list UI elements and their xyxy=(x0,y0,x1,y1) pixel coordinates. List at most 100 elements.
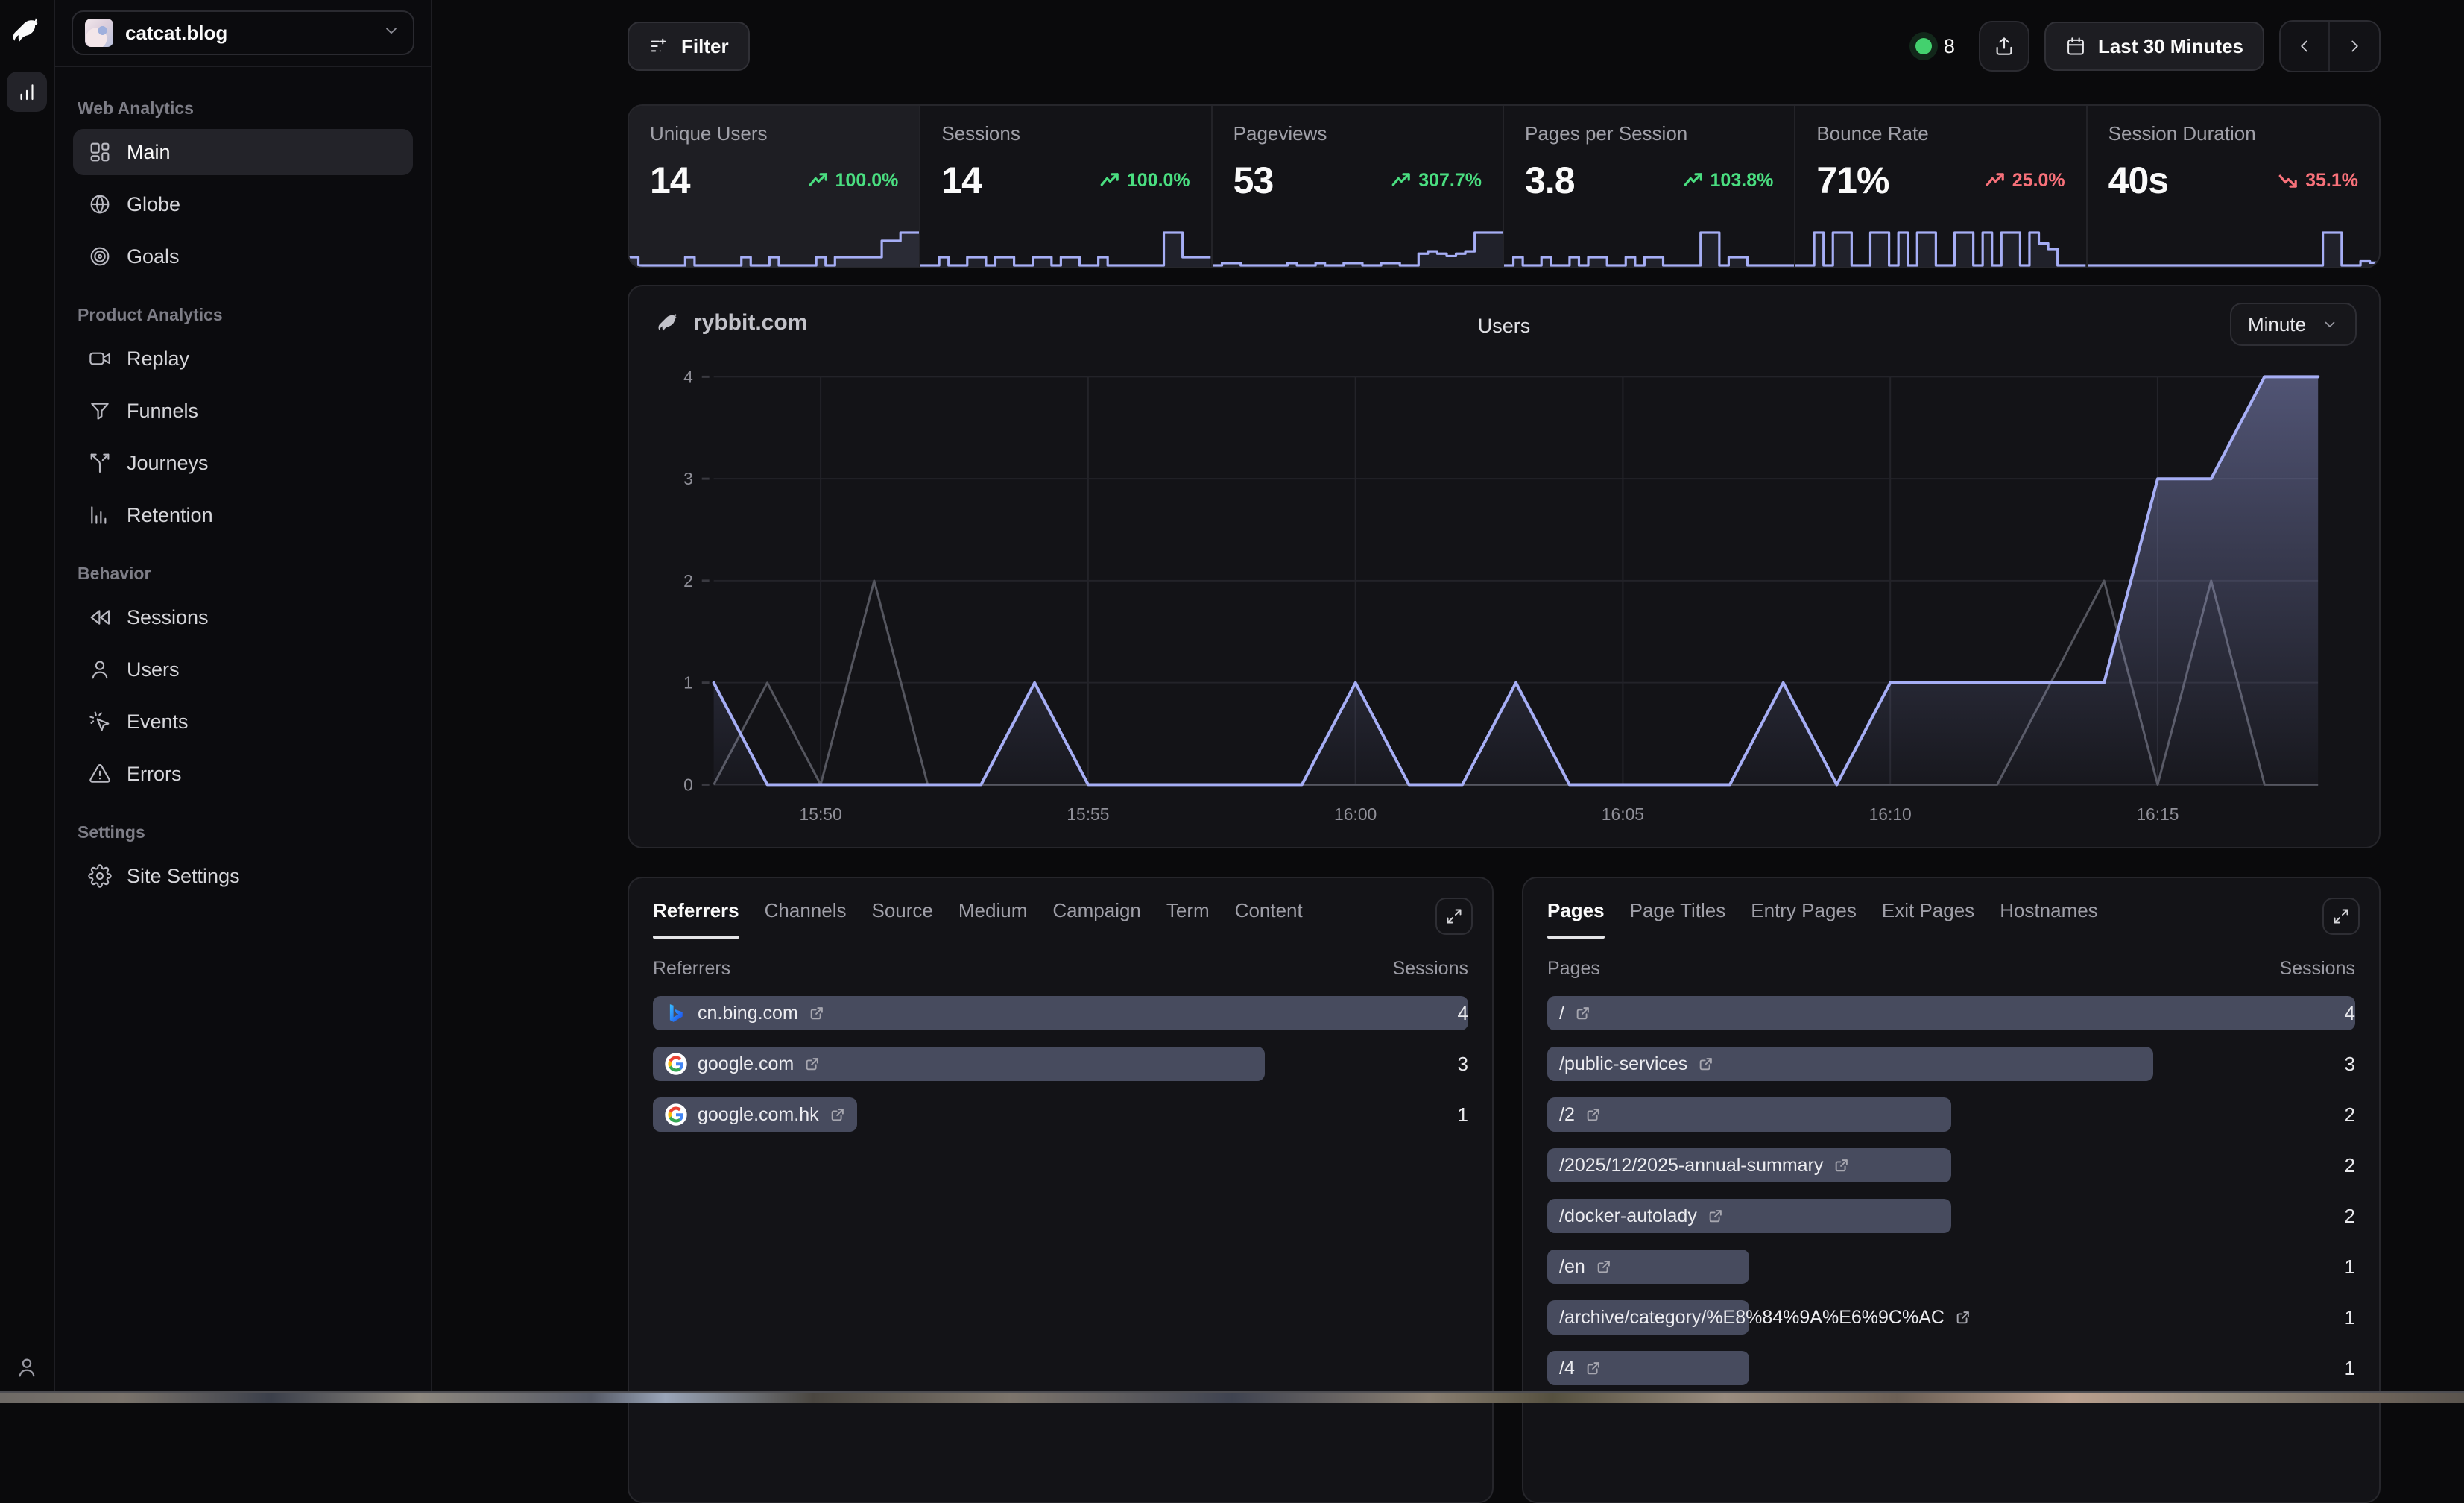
bottom-panels: Referrers Channels Source Medium Campaig… xyxy=(628,877,2381,1503)
stat-title: Pageviews xyxy=(1233,122,1482,145)
table-row--archive-category-e8-84-9a-e6-9c-ac[interactable]: /archive/category/%E8%84%9A%E6%9C%AC 1 xyxy=(1547,1300,2355,1335)
table-row--4[interactable]: /4 1 xyxy=(1547,1351,2355,1385)
external-link-icon[interactable] xyxy=(1585,1360,1602,1376)
sidebar-item-site-settings[interactable]: Site Settings xyxy=(73,853,413,899)
table-row--2025-12-2025-annual-summary[interactable]: /2025/12/2025-annual-summary 2 xyxy=(1547,1148,2355,1182)
split-icon xyxy=(88,451,112,475)
pages-tab-hostnames[interactable]: Hostnames xyxy=(2000,899,2098,939)
stat-card-sessions[interactable]: Sessions 14 100.0% xyxy=(920,106,1212,267)
stat-sparkline xyxy=(629,222,919,267)
site-selector-area: catcat.blog xyxy=(55,0,431,67)
stat-trend: 100.0% xyxy=(1100,170,1190,192)
table-row--2[interactable]: /2 2 xyxy=(1547,1097,2355,1132)
row-label: /docker-autolady xyxy=(1559,1206,1697,1227)
stat-card-bounce-rate[interactable]: Bounce Rate 71% 25.0% xyxy=(1795,106,2087,267)
external-link-icon[interactable] xyxy=(830,1106,846,1123)
stat-card-pageviews[interactable]: Pageviews 53 307.7% xyxy=(1213,106,1504,267)
row-value: 1 xyxy=(1458,1097,1468,1132)
table-row--[interactable]: / 4 xyxy=(1547,996,2355,1030)
sidebar-item-retention[interactable]: Retention xyxy=(73,492,413,538)
web-analytics-rail-button[interactable] xyxy=(7,72,47,112)
sidebar-item-label: Goals xyxy=(127,245,180,268)
table-row-google-com-hk[interactable]: google.com.hk 1 xyxy=(653,1097,1468,1132)
filter-button[interactable]: Filter xyxy=(628,22,750,71)
referrers-tab-term[interactable]: Term xyxy=(1166,899,1210,939)
external-link-icon[interactable] xyxy=(1955,1309,1971,1326)
stat-card-session-duration[interactable]: Session Duration 40s 35.1% xyxy=(2088,106,2379,267)
date-range-button[interactable]: Last 30 Minutes xyxy=(2044,22,2264,71)
alert-icon xyxy=(88,762,112,786)
stat-trend: 307.7% xyxy=(1391,170,1482,192)
trend-percent: 100.0% xyxy=(1127,170,1190,192)
users-line-chart[interactable]: 0123415:5015:5516:0016:0516:1016:15 xyxy=(629,286,2379,847)
rybbit-logo-icon[interactable] xyxy=(10,13,44,48)
sidebar-item-label: Funnels xyxy=(127,400,198,423)
sidebar-item-goals[interactable]: Goals xyxy=(73,233,413,280)
account-rail-button[interactable] xyxy=(15,1355,39,1385)
sidebar-item-replay[interactable]: Replay xyxy=(73,335,413,382)
site-name: catcat.blog xyxy=(125,22,227,45)
referrers-tab-content[interactable]: Content xyxy=(1235,899,1303,939)
table-row-google-com[interactable]: google.com 3 xyxy=(653,1047,1468,1081)
referrers-tab-medium[interactable]: Medium xyxy=(958,899,1027,939)
referrers-tab-referrers[interactable]: Referrers xyxy=(653,899,739,939)
previous-period-button[interactable] xyxy=(2281,22,2330,71)
table-row--public-services[interactable]: /public-services 3 xyxy=(1547,1047,2355,1081)
row-label: /archive/category/%E8%84%9A%E6%9C%AC xyxy=(1559,1307,1945,1329)
stat-trend: 103.8% xyxy=(1684,170,1774,192)
stat-card-unique-users[interactable]: Unique Users 14 100.0% xyxy=(629,106,920,267)
table-row--en[interactable]: /en 1 xyxy=(1547,1250,2355,1284)
pages-table-header: Pages Sessions xyxy=(1523,939,2379,996)
external-link-icon[interactable] xyxy=(1575,1005,1591,1021)
next-period-button[interactable] xyxy=(2330,22,2379,71)
referrers-tab-channels[interactable]: Channels xyxy=(765,899,847,939)
table-row-cn-bing-com[interactable]: cn.bing.com 4 xyxy=(653,996,1468,1030)
referrers-table-header: Referrers Sessions xyxy=(629,939,1492,996)
row-label: /2 xyxy=(1559,1104,1575,1126)
sidebar-item-journeys[interactable]: Journeys xyxy=(73,440,413,486)
row-bar xyxy=(1547,1097,1951,1132)
sidebar-section-label: Settings xyxy=(78,822,408,842)
stat-value: 14 xyxy=(941,159,982,202)
stat-value: 71% xyxy=(1816,159,1889,202)
google-favicon-icon xyxy=(665,1103,687,1126)
external-link-icon[interactable] xyxy=(1596,1258,1612,1275)
chart-icon xyxy=(88,503,112,527)
expand-referrers-button[interactable] xyxy=(1435,898,1473,935)
sidebar-item-events[interactable]: Events xyxy=(73,699,413,745)
table-row--docker-autolady[interactable]: /docker-autolady 2 xyxy=(1547,1199,2355,1233)
trend-percent: 25.0% xyxy=(2012,170,2065,192)
sidebar-item-errors[interactable]: Errors xyxy=(73,751,413,797)
sidebar-item-sessions[interactable]: Sessions xyxy=(73,594,413,640)
external-link-icon[interactable] xyxy=(1698,1056,1714,1072)
interval-select[interactable]: Minute xyxy=(2230,303,2357,346)
sidebar-item-main[interactable]: Main xyxy=(73,129,413,175)
video-icon xyxy=(88,347,112,371)
sidebar-item-users[interactable]: Users xyxy=(73,646,413,693)
pages-tab-page-titles[interactable]: Page Titles xyxy=(1630,899,1726,939)
expand-pages-button[interactable] xyxy=(2322,898,2360,935)
stat-value: 3.8 xyxy=(1525,159,1575,202)
trend-icon xyxy=(1986,171,2005,190)
referrers-tab-campaign[interactable]: Campaign xyxy=(1052,899,1141,939)
row-label: /en xyxy=(1559,1256,1585,1278)
external-link-icon[interactable] xyxy=(1708,1208,1724,1224)
external-link-icon[interactable] xyxy=(804,1056,821,1072)
stat-card-pages-per-session[interactable]: Pages per Session 3.8 103.8% xyxy=(1504,106,1795,267)
sidebar-item-globe[interactable]: Globe xyxy=(73,181,413,227)
external-link-icon[interactable] xyxy=(809,1005,825,1021)
pages-tab-entry-pages[interactable]: Entry Pages xyxy=(1751,899,1857,939)
sidebar-section: Behavior Sessions Users Events Errors xyxy=(73,564,413,797)
share-button[interactable] xyxy=(1979,21,2029,72)
row-bar xyxy=(1547,996,2355,1030)
rewind-icon xyxy=(88,605,112,629)
external-link-icon[interactable] xyxy=(1833,1157,1850,1173)
pages-tab-pages[interactable]: Pages xyxy=(1547,899,1605,939)
pages-tab-exit-pages[interactable]: Exit Pages xyxy=(1882,899,1974,939)
sidebar-item-funnels[interactable]: Funnels xyxy=(73,388,413,434)
referrers-tab-source[interactable]: Source xyxy=(872,899,933,939)
external-link-icon[interactable] xyxy=(1585,1106,1602,1123)
stat-sparkline xyxy=(2088,222,2379,267)
row-label: / xyxy=(1559,1003,1564,1024)
site-selector[interactable]: catcat.blog xyxy=(72,10,414,55)
